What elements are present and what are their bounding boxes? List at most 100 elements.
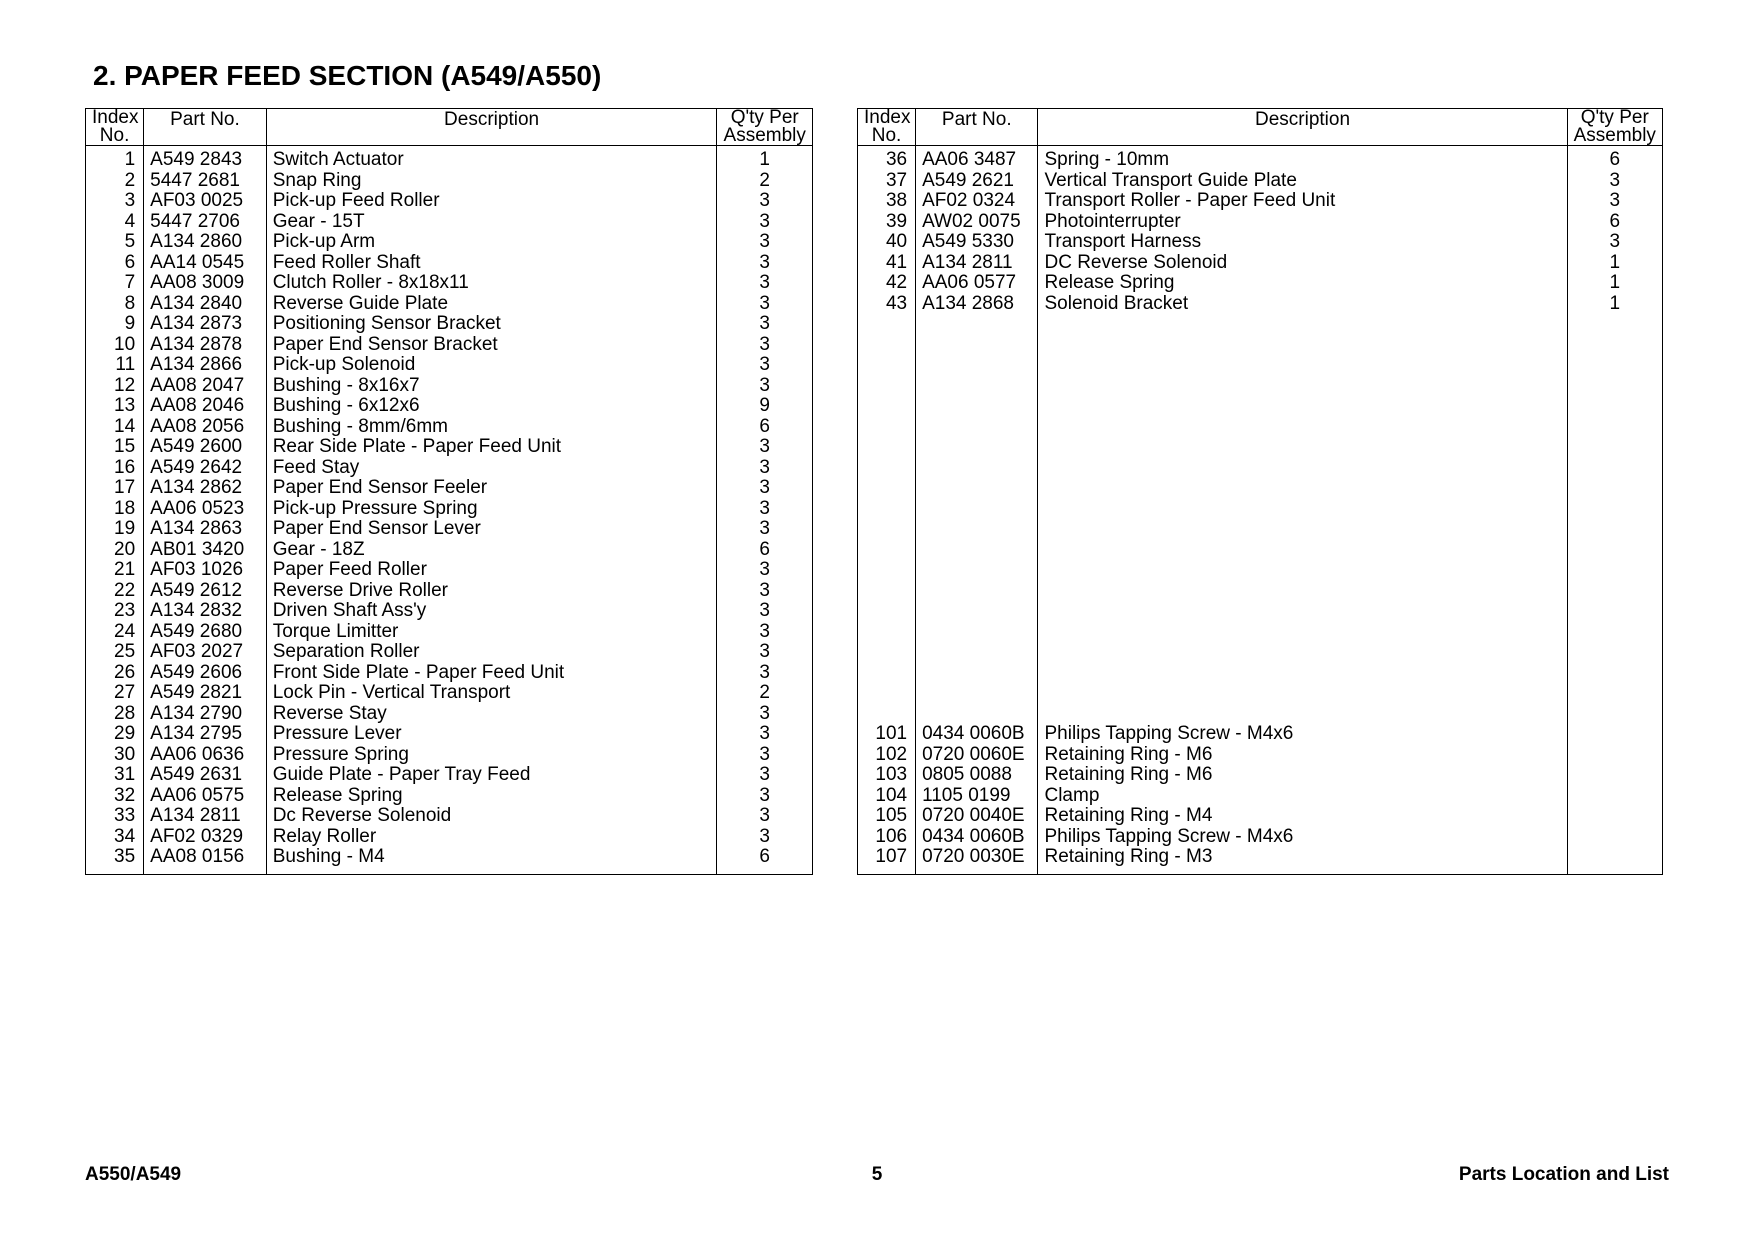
table-row: 1030805 0088Retaining Ring - M6 bbox=[858, 765, 1663, 786]
table-row: 43A134 2868Solenoid Bracket1 bbox=[858, 294, 1663, 315]
cell-qty: 3 bbox=[717, 355, 813, 376]
blank-cell bbox=[916, 437, 1038, 458]
cell-index: 105 bbox=[858, 806, 916, 827]
blank-cell bbox=[1567, 417, 1662, 438]
cell-index: 31 bbox=[86, 765, 144, 786]
table-row: 21AF03 1026Paper Feed Roller3 bbox=[86, 560, 813, 581]
cell-desc: Driven Shaft Ass'y bbox=[266, 601, 717, 622]
cell-qty: 3 bbox=[717, 376, 813, 397]
blank-cell bbox=[1567, 519, 1662, 540]
cell-qty: 3 bbox=[717, 437, 813, 458]
blank-cell bbox=[858, 314, 916, 335]
cell-part: A549 2600 bbox=[144, 437, 267, 458]
cell-index: 8 bbox=[86, 294, 144, 315]
table-row: 13AA08 2046Bushing - 6x12x69 bbox=[86, 396, 813, 417]
table-row: 16A549 2642Feed Stay3 bbox=[86, 458, 813, 479]
cell-index: 2 bbox=[86, 171, 144, 192]
cell-desc: Transport Roller - Paper Feed Unit bbox=[1038, 191, 1567, 212]
table-row bbox=[858, 519, 1663, 540]
table-row bbox=[858, 355, 1663, 376]
blank-cell bbox=[916, 499, 1038, 520]
blank-cell bbox=[1038, 540, 1567, 561]
cell-part: AB01 3420 bbox=[144, 540, 267, 561]
cell-qty: 2 bbox=[717, 683, 813, 704]
table-row: 41A134 2811DC Reverse Solenoid1 bbox=[858, 253, 1663, 274]
cell-part: AA06 0575 bbox=[144, 786, 267, 807]
table-row: 25447 2681Snap Ring2 bbox=[86, 171, 813, 192]
cell-desc: Solenoid Bracket bbox=[1038, 294, 1567, 315]
cell-part: 0720 0030E bbox=[916, 847, 1038, 874]
blank-cell bbox=[916, 601, 1038, 622]
th-index: IndexNo. bbox=[86, 109, 144, 146]
cell-index: 21 bbox=[86, 560, 144, 581]
table-row bbox=[858, 581, 1663, 602]
cell-qty: 3 bbox=[717, 314, 813, 335]
blank-cell bbox=[916, 458, 1038, 479]
table-row: 36AA06 3487Spring - 10mm6 bbox=[858, 146, 1663, 171]
cell-qty: 3 bbox=[717, 601, 813, 622]
cell-part: A134 2866 bbox=[144, 355, 267, 376]
blank-cell bbox=[1038, 601, 1567, 622]
cell-qty: 3 bbox=[717, 519, 813, 540]
cell-desc: Lock Pin - Vertical Transport bbox=[266, 683, 717, 704]
table-row bbox=[858, 499, 1663, 520]
table-row: 3AF03 0025Pick-up Feed Roller3 bbox=[86, 191, 813, 212]
blank-cell bbox=[858, 335, 916, 356]
cell-qty: 1 bbox=[1567, 273, 1662, 294]
cell-qty: 3 bbox=[717, 253, 813, 274]
blank-cell bbox=[1567, 478, 1662, 499]
cell-qty: 3 bbox=[1567, 171, 1662, 192]
cell-desc: Switch Actuator bbox=[266, 146, 717, 171]
cell-index: 28 bbox=[86, 704, 144, 725]
table-row bbox=[858, 663, 1663, 684]
cell-index: 15 bbox=[86, 437, 144, 458]
cell-desc: Gear - 15T bbox=[266, 212, 717, 233]
cell-qty: 6 bbox=[717, 540, 813, 561]
cell-part: A549 2642 bbox=[144, 458, 267, 479]
blank-cell bbox=[1038, 458, 1567, 479]
cell-qty: 3 bbox=[717, 745, 813, 766]
blank-cell bbox=[858, 540, 916, 561]
parts-table-left: IndexNo. Part No. Description Q'ty PerAs… bbox=[85, 108, 813, 875]
cell-qty: 2 bbox=[717, 171, 813, 192]
cell-desc: Pick-up Feed Roller bbox=[266, 191, 717, 212]
blank-cell bbox=[1038, 314, 1567, 335]
cell-qty bbox=[1567, 786, 1662, 807]
table-row: 24A549 2680Torque Limitter3 bbox=[86, 622, 813, 643]
cell-part: A549 2680 bbox=[144, 622, 267, 643]
section-title: 2. PAPER FEED SECTION (A549/A550) bbox=[93, 60, 1669, 92]
table-row: 1060434 0060BPhilips Tapping Screw - M4x… bbox=[858, 827, 1663, 848]
blank-cell bbox=[916, 642, 1038, 663]
table-row: 17A134 2862Paper End Sensor Feeler3 bbox=[86, 478, 813, 499]
blank-cell bbox=[1567, 376, 1662, 397]
blank-cell bbox=[916, 540, 1038, 561]
table-row bbox=[858, 417, 1663, 438]
cell-desc: Positioning Sensor Bracket bbox=[266, 314, 717, 335]
cell-index: 22 bbox=[86, 581, 144, 602]
tbody-left: 1A549 2843Switch Actuator125447 2681Snap… bbox=[86, 146, 813, 875]
cell-desc: Retaining Ring - M3 bbox=[1038, 847, 1567, 874]
table-row: 23A134 2832Driven Shaft Ass'y3 bbox=[86, 601, 813, 622]
cell-part: A549 2843 bbox=[144, 146, 267, 171]
cell-desc: Bushing - 6x12x6 bbox=[266, 396, 717, 417]
cell-qty bbox=[1567, 827, 1662, 848]
cell-index: 23 bbox=[86, 601, 144, 622]
cell-index: 37 bbox=[858, 171, 916, 192]
cell-desc: Paper End Sensor Bracket bbox=[266, 335, 717, 356]
cell-part: AF02 0324 bbox=[916, 191, 1038, 212]
cell-qty: 3 bbox=[717, 704, 813, 725]
cell-desc: Bushing - M4 bbox=[266, 847, 717, 874]
cell-desc: Release Spring bbox=[1038, 273, 1567, 294]
table-row bbox=[858, 376, 1663, 397]
cell-desc: Snap Ring bbox=[266, 171, 717, 192]
cell-desc: Bushing - 8x16x7 bbox=[266, 376, 717, 397]
blank-cell bbox=[1038, 704, 1567, 725]
cell-index: 34 bbox=[86, 827, 144, 848]
table-row bbox=[858, 478, 1663, 499]
cell-desc: Philips Tapping Screw - M4x6 bbox=[1038, 827, 1567, 848]
cell-index: 41 bbox=[858, 253, 916, 274]
table-row: 26A549 2606Front Side Plate - Paper Feed… bbox=[86, 663, 813, 684]
cell-part: AA06 0523 bbox=[144, 499, 267, 520]
cell-qty: 1 bbox=[717, 146, 813, 171]
blank-cell bbox=[858, 704, 916, 725]
